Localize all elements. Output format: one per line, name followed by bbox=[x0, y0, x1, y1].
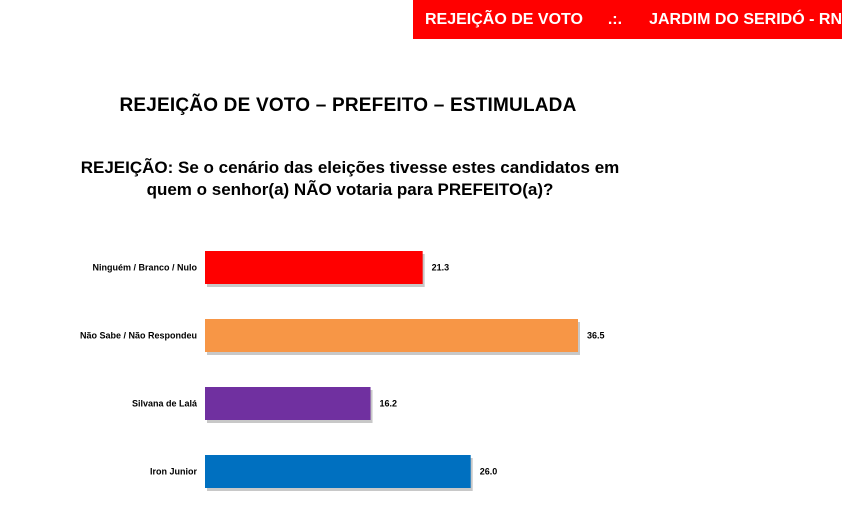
header-right-text: JARDIM DO SERIDÓ - RN bbox=[649, 10, 842, 28]
bar-0 bbox=[205, 251, 423, 284]
bar-3 bbox=[205, 455, 471, 488]
value-label: 36.5 bbox=[587, 331, 605, 341]
category-label: Silvana de Lalá bbox=[132, 399, 198, 409]
category-label: Ninguém / Branco / Nulo bbox=[92, 263, 197, 273]
bar-2 bbox=[205, 387, 371, 420]
header-separator: .:. bbox=[607, 10, 623, 28]
question-line-2: quem o senhor(a) NÃO votaria para PREFEI… bbox=[146, 180, 554, 199]
value-label: 21.3 bbox=[432, 263, 450, 273]
bar-chart: Ninguém / Branco / Nulo 21.3 Não Sabe / Nã… bbox=[80, 251, 605, 491]
header-banner: REJEIÇÃO DE VOTO .:. JARDIM DO SERIDÓ - … bbox=[413, 0, 842, 39]
value-label: 26.0 bbox=[480, 467, 498, 477]
header-left-text: REJEIÇÃO DE VOTO bbox=[425, 10, 583, 28]
bar-1 bbox=[205, 319, 578, 352]
category-label: Não Sabe / Não Respondeu bbox=[80, 331, 197, 341]
category-label: Iron Junior bbox=[150, 467, 197, 477]
value-label: 16.2 bbox=[380, 399, 398, 409]
chart-title: REJEIÇÃO DE VOTO – PREFEITO – ESTIMULADA bbox=[119, 95, 577, 116]
question-text: REJEIÇÃO: Se o cenário das eleições tive… bbox=[50, 157, 650, 201]
question-line-1: REJEIÇÃO: Se o cenário das eleições tive… bbox=[80, 158, 620, 177]
